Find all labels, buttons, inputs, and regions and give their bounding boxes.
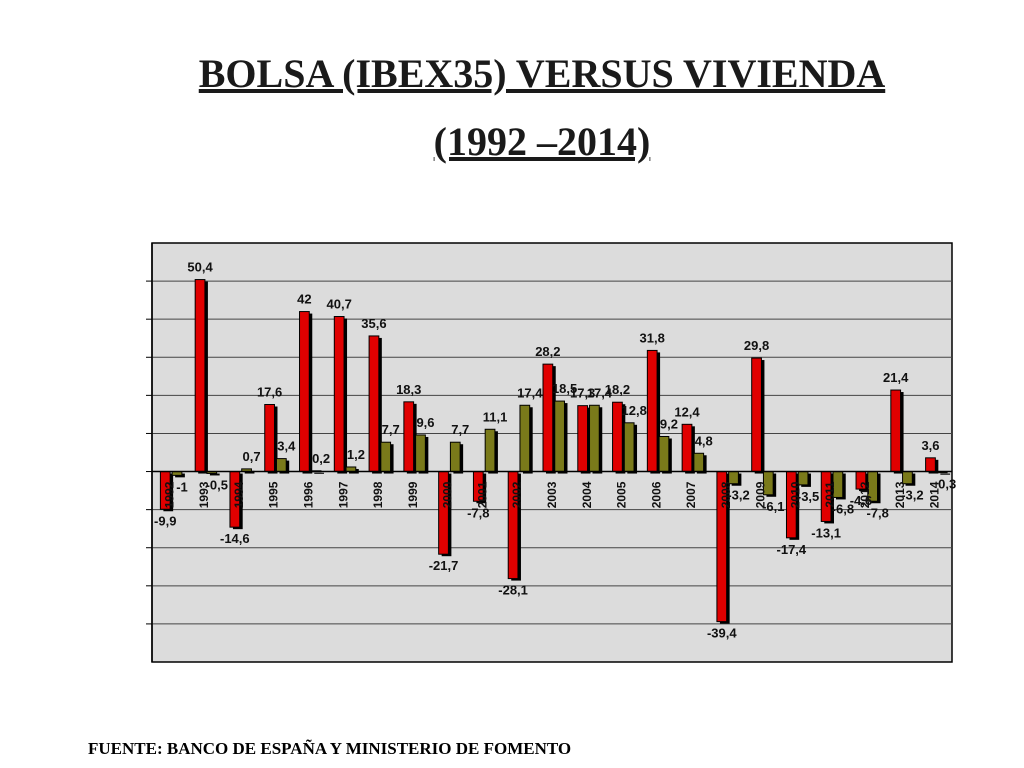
ibex-bar — [646, 349, 658, 473]
ibex-data-label: 40,7 — [327, 297, 352, 312]
vivienda-bar-shadow — [940, 473, 951, 475]
vivienda-data-label: 0,3 — [938, 477, 956, 492]
ibex-data-label: 18,3 — [396, 382, 421, 397]
vivienda-bar — [380, 441, 392, 473]
ibex-bar — [403, 401, 415, 473]
vivienda-bar-shadow — [314, 472, 324, 474]
chart-title-line1: BOLSA (IBEX35) VERSUS VIVIENDA — [198, 51, 886, 96]
ibex-data-label: 12,4 — [674, 404, 700, 419]
ibex-data-label: -28,1 — [498, 583, 528, 598]
vivienda-bar — [415, 434, 426, 473]
vivienda-data-label: 7,7 — [451, 422, 469, 437]
vivienda-data-label: 0,7 — [243, 449, 261, 464]
vivienda-data-label: -3,2 — [727, 488, 749, 503]
category-tick-label: 2009 — [754, 481, 768, 508]
ibex-data-label: -14,6 — [220, 531, 250, 546]
ibex-data-label: -17,4 — [777, 542, 807, 557]
category-tick-label: 2013 — [893, 481, 907, 508]
vivienda-bar — [623, 422, 635, 473]
vivienda-bar — [658, 436, 670, 473]
category-tick-label: 2007 — [684, 481, 698, 508]
vivienda-data-label: -3,5 — [797, 489, 819, 504]
ibex-data-label: 29,8 — [744, 338, 769, 353]
category-tick-label: 2011 — [823, 481, 837, 507]
category-tick-label: 2008 — [719, 481, 733, 508]
vivienda-data-label: 7,7 — [382, 422, 400, 437]
vivienda-data-label: -0,5 — [206, 477, 228, 492]
category-tick-label: 2003 — [545, 481, 559, 508]
category-tick-label: 1993 — [197, 481, 211, 508]
category-tick-label: 1998 — [371, 481, 385, 508]
vivienda-data-label: -1 — [176, 479, 188, 494]
vivienda-bar — [519, 404, 531, 473]
ibex-bar — [925, 457, 936, 473]
vivienda-data-label: 9,2 — [660, 417, 678, 432]
chart-title-line2: (1992 –2014) — [433, 119, 651, 164]
ibex-bar — [194, 279, 206, 473]
ibex-bar — [299, 311, 310, 473]
ibex-data-label: 21,4 — [883, 370, 909, 385]
ibex-data-label: 17,6 — [257, 385, 282, 400]
vivienda-data-label: -7,8 — [866, 505, 888, 520]
source-note: FUENTE: BANCO DE ESPAÑA Y MINISTERIO DE … — [88, 739, 572, 758]
ibex-bar — [681, 423, 693, 473]
vivienda-data-label: 0,2 — [312, 451, 330, 466]
category-tick-label: 2002 — [510, 481, 524, 508]
vivienda-data-label: 1,2 — [347, 447, 365, 462]
ibex-data-label: -7,8 — [467, 505, 489, 520]
bar-chart: 1992 1993 1994 1995 1996 1997 1998 1999 2000 2001… — [146, 242, 956, 663]
ibex-bar — [577, 405, 589, 473]
vivienda-data-label: 9,6 — [416, 415, 434, 430]
category-tick-label: 1997 — [336, 481, 350, 508]
ibex-data-label: -9,9 — [154, 513, 176, 528]
ibex-data-label: 50,4 — [187, 260, 213, 275]
category-tick-label: 2000 — [441, 481, 455, 508]
vivienda-data-label: 17,4 — [587, 385, 613, 400]
vivienda-bar — [554, 400, 565, 473]
vivienda-data-label: 18,5 — [552, 381, 577, 396]
category-tick-label: 1994 — [232, 481, 246, 508]
ibex-data-label: 35,6 — [361, 316, 386, 331]
vivienda-bar — [589, 404, 600, 473]
category-tick-label: 1999 — [406, 481, 420, 508]
ibex-bar — [751, 357, 762, 473]
ibex-data-label: -13,1 — [811, 525, 841, 540]
vivienda-data-label: -3,2 — [901, 488, 923, 503]
category-tick-label: 1995 — [267, 481, 281, 508]
ibex-bar — [890, 389, 902, 473]
vivienda-data-label: -6,1 — [762, 499, 784, 514]
category-tick-label: 2012 — [858, 481, 872, 508]
category-tick-label: 2010 — [788, 481, 802, 508]
ibex-data-label: 42 — [297, 292, 311, 307]
category-tick-label: 1992 — [162, 481, 176, 508]
vivienda-bar — [449, 441, 461, 473]
ibex-data-label: 18,2 — [605, 382, 630, 397]
ibex-data-label: -39,4 — [707, 626, 737, 641]
vivienda-data-label: 4,8 — [695, 433, 713, 448]
ibex-data-label: 17,3 — [570, 386, 595, 401]
vivienda-data-label: 12,8 — [622, 403, 647, 418]
category-tick-label: 2005 — [615, 481, 629, 508]
category-tick-label: 2001 — [475, 481, 489, 508]
ibex-data-label: -21,7 — [429, 558, 459, 573]
ibex-bar — [264, 404, 275, 473]
vivienda-data-label: 11,1 — [483, 409, 508, 424]
vivienda-data-label: 3,4 — [277, 439, 296, 454]
category-tick-label: 2014 — [928, 481, 942, 508]
ibex-bar — [333, 316, 345, 473]
category-tick-label: 1996 — [302, 481, 316, 508]
ibex-data-label: -4,6 — [850, 493, 872, 508]
vivienda-bar — [275, 458, 287, 473]
vivienda-bar — [484, 428, 496, 473]
vivienda-bar-shadow — [209, 473, 220, 476]
category-tick-label: 2006 — [649, 481, 663, 508]
ibex-data-label: 3,6 — [921, 438, 939, 453]
vivienda-data-label: -6,8 — [832, 501, 854, 516]
vivienda-bar — [693, 452, 705, 473]
ibex-data-label: 31,8 — [640, 330, 665, 345]
ibex-bar — [368, 335, 380, 473]
category-tick-label: 2004 — [580, 481, 594, 508]
ibex-data-label: 28,2 — [535, 344, 560, 359]
vivienda-data-label: 17,4 — [517, 385, 543, 400]
